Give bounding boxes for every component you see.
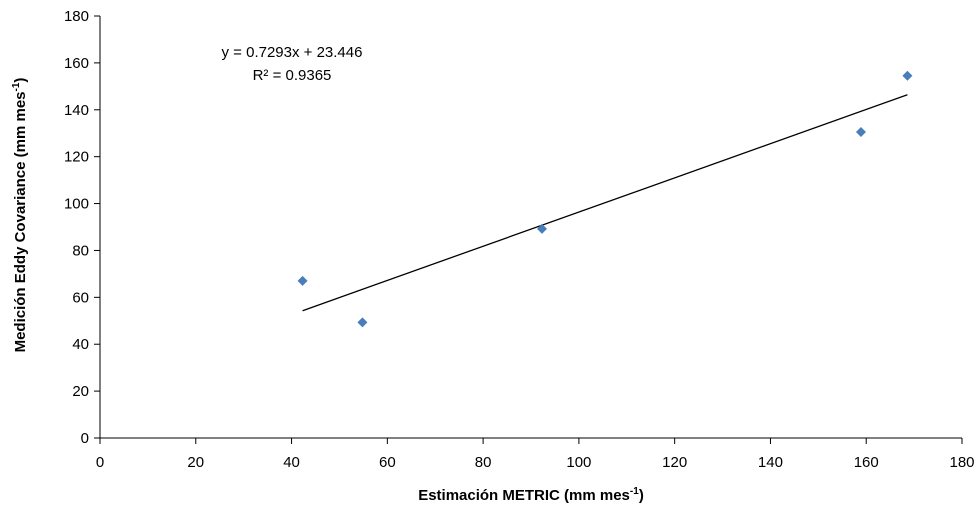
- y-axis-title: Medición Eddy Covariance (mm mes-1): [11, 78, 29, 353]
- x-tick-label: 80: [475, 454, 492, 471]
- y-axis-title-close: ): [12, 78, 29, 83]
- data-point: [297, 275, 308, 286]
- x-axis-title-close: ): [639, 487, 644, 504]
- x-tick-label: 140: [758, 454, 783, 471]
- x-axis-title: Estimación METRIC (mm mes-1): [418, 486, 644, 504]
- x-tick-label: 20: [187, 454, 204, 471]
- trendline-equation: y = 0.7293x + 23.446: [222, 44, 363, 61]
- data-point: [902, 70, 913, 81]
- data-point: [537, 223, 548, 234]
- trendline: [302, 94, 908, 312]
- y-tick-label: 60: [72, 289, 89, 306]
- x-axis-ticks: 0 20 40 60 80 100 120 140 160 180: [96, 438, 975, 471]
- y-axis-ticks: 0 20 40 60 80 100 120 140 160 180: [64, 8, 100, 447]
- y-tick-label: 0: [81, 430, 89, 447]
- y-axis-title-superscript: -1: [11, 82, 22, 91]
- x-tick-label: 0: [96, 454, 104, 471]
- x-tick-label: 160: [854, 454, 879, 471]
- x-axis-title-main: Estimación METRIC (mm mes: [418, 487, 630, 504]
- y-tick-label: 180: [64, 8, 89, 25]
- y-axis-title-main: Medición Eddy Covariance (mm mes: [12, 91, 29, 352]
- x-tick-label: 40: [283, 454, 300, 471]
- data-points: [297, 70, 913, 328]
- x-axis-title-superscript: -1: [630, 486, 639, 497]
- data-point: [357, 317, 368, 328]
- y-tick-label: 140: [64, 102, 89, 119]
- y-tick-label: 40: [72, 336, 89, 353]
- y-tick-label: 20: [72, 383, 89, 400]
- data-point: [855, 127, 866, 138]
- x-tick-label: 60: [379, 454, 396, 471]
- y-tick-label: 80: [72, 242, 89, 259]
- y-tick-label: 100: [64, 196, 89, 213]
- x-tick-label: 100: [566, 454, 591, 471]
- x-tick-label: 180: [949, 454, 974, 471]
- r-squared-label: R² = 0.9365: [253, 67, 332, 84]
- y-tick-label: 160: [64, 55, 89, 72]
- y-tick-label: 120: [64, 149, 89, 166]
- x-tick-label: 120: [662, 454, 687, 471]
